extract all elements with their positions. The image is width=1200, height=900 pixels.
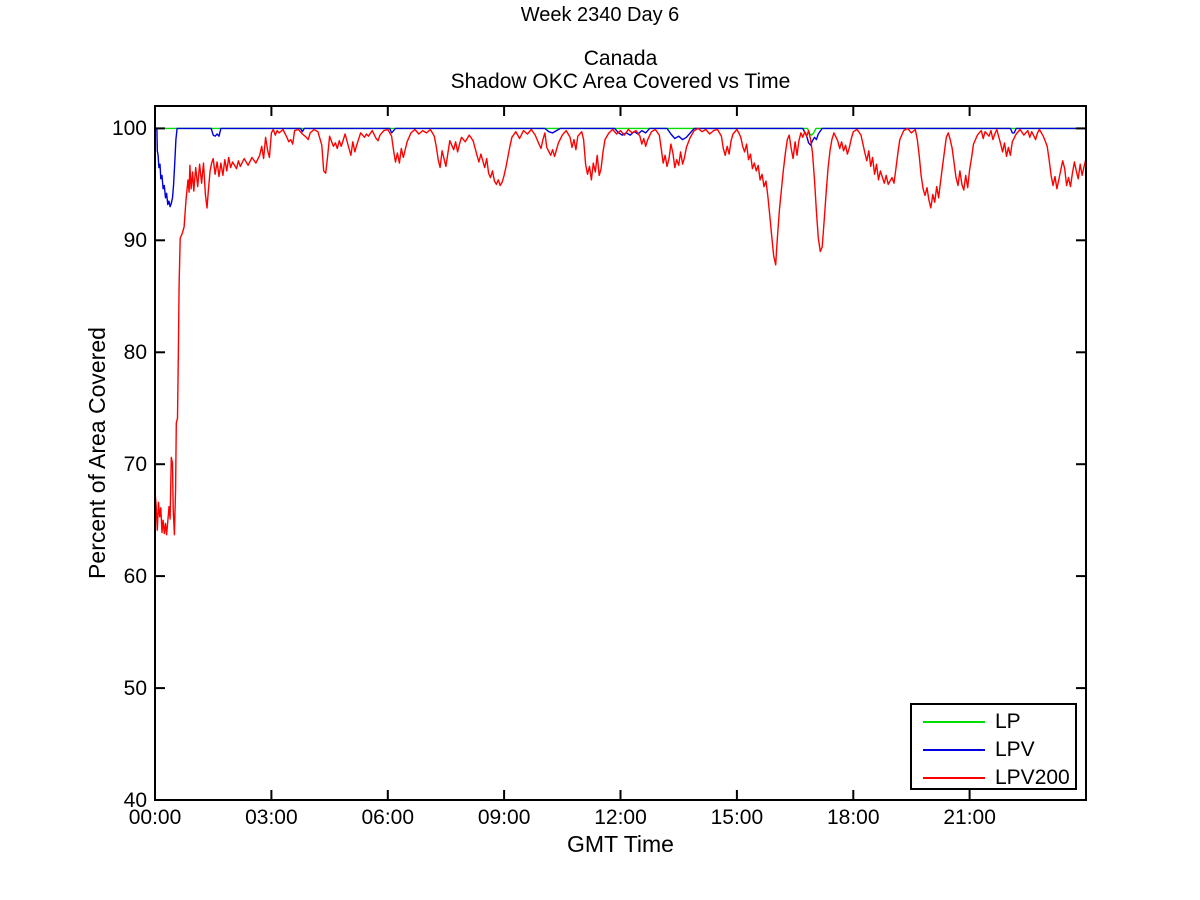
series-line-LP (154, 127, 1087, 136)
y-tick-label-50: 50 (123, 677, 147, 701)
legend-label-LPV: LPV (995, 738, 1035, 761)
x-tick-label-15:00: 15:00 (710, 806, 764, 829)
x-tick-label-09:00: 09:00 (477, 806, 531, 829)
axes-box (154, 105, 1087, 801)
legend-row-LP: LP (912, 707, 1075, 736)
y-tick-label-80: 80 (123, 341, 147, 365)
x-axis-label: GMT Time (567, 831, 674, 857)
legend-line-sample-LPV (923, 748, 985, 751)
x-tick-label-03:00: 03:00 (245, 806, 298, 829)
x-tick-label-00:00: 00:00 (128, 806, 182, 829)
y-tick-label-70: 70 (123, 453, 147, 477)
legend-label-LPV200: LPV200 (995, 766, 1070, 789)
legend-row-LPV200: LPV200 (912, 763, 1075, 792)
legend-line-sample-LPV200 (923, 776, 985, 779)
series-line-LPV (154, 127, 1087, 208)
y-tick-label-40: 40 (123, 789, 147, 812)
series-line-LPV200 (154, 127, 1087, 536)
x-tick-label-06:00: 06:00 (361, 806, 415, 829)
y-tick-label-100: 100 (111, 117, 147, 141)
x-tick-label-21:00: 21:00 (943, 806, 996, 829)
legend-line-sample-LP (923, 720, 985, 723)
y-tick-label-90: 90 (123, 229, 147, 253)
x-tick-label-12:00: 12:00 (594, 806, 647, 829)
y-tick-label-60: 60 (123, 565, 147, 589)
legend: LP LPV LPV200 (910, 703, 1077, 790)
x-tick-label-18:00: 18:00 (826, 806, 880, 829)
figure-suptitle: Week 2340 Day 6 (520, 4, 680, 26)
chart-title-line2: Shadow OKC Area Covered vs Time (450, 70, 791, 93)
legend-row-LPV: LPV (912, 735, 1075, 764)
legend-label-LP: LP (995, 710, 1021, 733)
chart-title-line1: Canada (583, 47, 658, 70)
